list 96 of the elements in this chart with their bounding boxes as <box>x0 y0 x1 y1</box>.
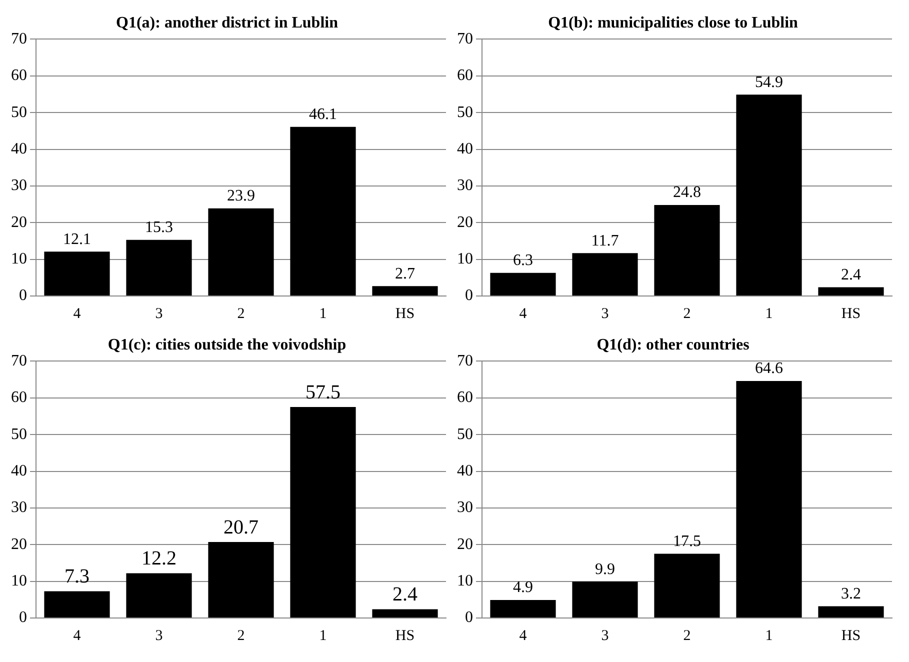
chart-title: Q1(a): another district in Lublin <box>116 14 338 32</box>
y-tick-label: 20 <box>11 536 27 553</box>
y-tick-label: 40 <box>11 462 27 480</box>
y-tick-label: 10 <box>11 572 27 590</box>
bar <box>654 205 720 296</box>
data-label: 7.3 <box>64 565 90 588</box>
y-tick-label: 0 <box>465 287 473 304</box>
data-label: 2.7 <box>395 265 415 282</box>
x-tick-label: 1 <box>765 306 773 322</box>
x-tick-label: 4 <box>73 306 82 322</box>
data-label: 54.9 <box>755 74 783 91</box>
bar <box>44 591 110 618</box>
y-tick-label: 50 <box>457 426 473 443</box>
data-label: 12.1 <box>63 230 91 248</box>
y-tick-label: 10 <box>457 250 473 268</box>
x-tick-label: 1 <box>319 628 327 644</box>
bar <box>572 253 638 296</box>
y-tick-label: 30 <box>457 499 473 516</box>
y-tick-label: 30 <box>11 177 27 194</box>
x-tick-label: 3 <box>155 628 163 644</box>
y-tick-label: 70 <box>11 352 27 370</box>
data-label: 11.7 <box>591 232 619 250</box>
y-tick-label: 40 <box>11 140 27 158</box>
x-tick-label: 3 <box>601 628 609 644</box>
x-tick-label: HS <box>395 306 415 322</box>
y-tick-label: 70 <box>11 30 27 48</box>
bar <box>208 208 274 296</box>
bar <box>490 600 556 618</box>
x-tick-label: 1 <box>319 306 327 322</box>
bar <box>44 252 110 296</box>
bar <box>654 554 720 618</box>
x-tick-label: 3 <box>601 306 609 322</box>
x-tick-label: 2 <box>683 628 691 644</box>
y-tick-label: 70 <box>457 352 473 370</box>
data-label: 2.4 <box>392 583 418 606</box>
x-tick-label: 4 <box>519 628 528 644</box>
x-tick-label: 1 <box>765 628 773 644</box>
y-tick-label: 40 <box>457 140 473 158</box>
data-label: 4.9 <box>513 579 533 596</box>
y-tick-label: 10 <box>457 572 473 590</box>
data-label: 6.3 <box>513 252 533 270</box>
y-tick-label: 20 <box>457 536 473 553</box>
x-tick-label: 4 <box>73 628 82 644</box>
y-tick-label: 50 <box>11 104 27 121</box>
y-tick-label: 0 <box>465 609 473 626</box>
x-tick-label: HS <box>841 628 861 644</box>
x-tick-label: HS <box>841 306 861 322</box>
y-tick-label: 70 <box>457 30 473 48</box>
bar <box>736 381 802 618</box>
data-label: 3.2 <box>841 585 861 602</box>
chart-title: Q1(c): cities outside the voivodship <box>108 336 346 354</box>
y-tick-label: 30 <box>457 177 473 194</box>
bar <box>818 287 884 296</box>
bar <box>818 606 884 618</box>
data-label: 64.6 <box>755 360 783 378</box>
data-label: 2.4 <box>841 266 861 284</box>
bar <box>126 240 192 296</box>
x-tick-label: 2 <box>237 628 245 644</box>
x-tick-label: 2 <box>683 306 691 322</box>
x-tick-label: 4 <box>519 306 528 322</box>
y-tick-label: 0 <box>19 287 27 304</box>
chart-title: Q1(d): other countries <box>596 336 750 354</box>
data-label: 46.1 <box>309 106 337 124</box>
y-tick-label: 60 <box>11 67 27 84</box>
x-tick-label: HS <box>395 628 415 644</box>
y-tick-label: 20 <box>11 214 27 231</box>
y-tick-label: 40 <box>457 462 473 480</box>
data-label: 9.9 <box>595 560 615 578</box>
x-tick-label: 3 <box>155 306 163 322</box>
bar <box>490 272 556 296</box>
bar <box>372 609 438 618</box>
bar <box>126 573 192 618</box>
chart-title: Q1(b): municipalities close to Lublin <box>548 14 798 32</box>
bar <box>208 542 274 618</box>
data-label: 20.7 <box>224 516 258 538</box>
bar <box>572 582 638 618</box>
y-tick-label: 60 <box>457 389 473 406</box>
data-label: 57.5 <box>306 381 340 404</box>
data-label: 23.9 <box>227 188 255 205</box>
y-tick-label: 10 <box>11 250 27 268</box>
y-tick-label: 50 <box>457 104 473 121</box>
x-tick-label: 2 <box>237 306 245 322</box>
bar <box>290 126 356 296</box>
data-label: 17.5 <box>673 533 701 550</box>
bar <box>736 94 802 296</box>
y-tick-label: 60 <box>11 389 27 406</box>
y-tick-label: 30 <box>11 499 27 516</box>
y-tick-label: 50 <box>11 426 27 443</box>
y-tick-label: 0 <box>19 609 27 626</box>
bar <box>290 407 356 618</box>
bar <box>372 286 438 296</box>
data-label: 24.8 <box>673 184 701 202</box>
y-tick-label: 60 <box>457 67 473 84</box>
y-tick-label: 20 <box>457 214 473 231</box>
data-label: 15.3 <box>145 219 173 236</box>
data-label: 12.2 <box>142 547 176 570</box>
